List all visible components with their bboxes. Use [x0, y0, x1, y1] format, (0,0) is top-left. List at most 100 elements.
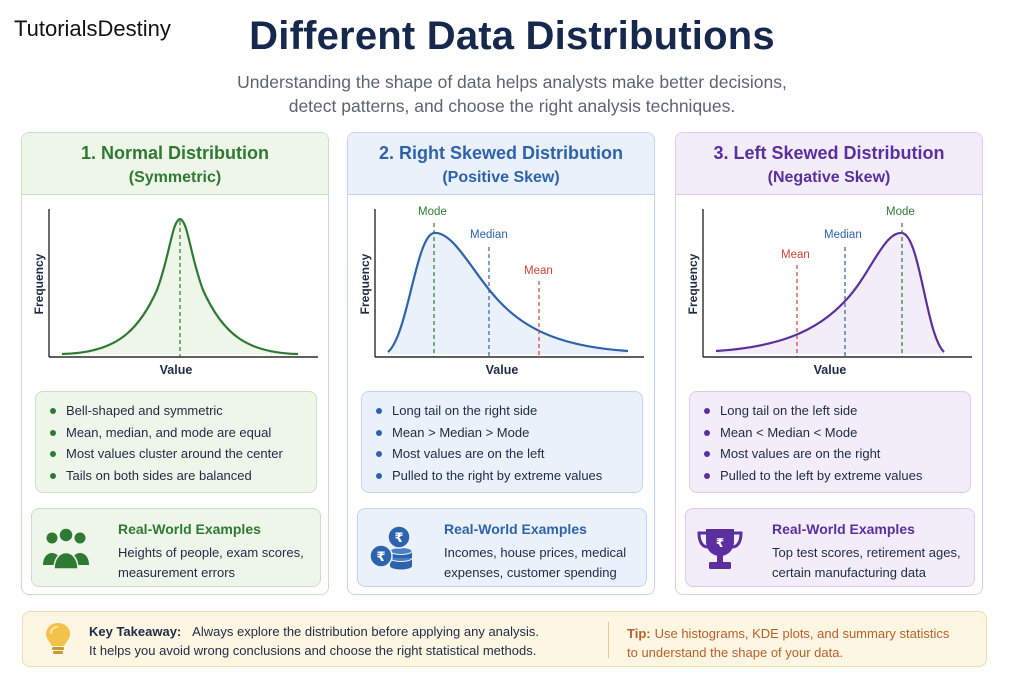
bullet-item: Pulled to the right by extreme values [376, 465, 642, 487]
card-subheading: (Symmetric) [128, 169, 222, 186]
bullet-text: Pulled to the right by extreme values [392, 467, 603, 483]
bullet-dot [704, 408, 710, 414]
distribution-curve [387, 231, 629, 353]
card-subheading: (Positive Skew) [442, 169, 560, 186]
examples-title: Real-World Examples [772, 521, 915, 537]
svg-text:₹: ₹ [394, 531, 403, 546]
card-right-skewed-distribution: 2. Right Skewed Distribution (Positive S… [347, 132, 655, 595]
card-heading: 2. Right Skewed Distribution [378, 143, 624, 163]
characteristics-list: Bell-shaped and symmetric Mean, median, a… [35, 391, 317, 493]
bullet-text: Pulled to the left by extreme values [720, 467, 923, 483]
brand-name: TutorialsDestiny [14, 16, 171, 41]
bullet-text: Long tail on the left side [720, 403, 858, 418]
characteristics-list: Long tail on the right side Mean > Median… [361, 391, 643, 493]
bullet-item: Most values are on the left [376, 443, 642, 465]
y-axis-label: Frequency [686, 253, 700, 315]
bullet-text: Mean, median, and mode are equal [66, 424, 272, 440]
page-title: Different Data Distributions [249, 14, 775, 58]
lightbulb-icon [46, 623, 70, 654]
divider [608, 622, 609, 658]
card-subheading: (Negative Skew) [767, 169, 891, 186]
bullet-item: Long tail on the left side [704, 400, 970, 422]
takeaway-label: Key Takeaway: [89, 624, 182, 639]
key-takeaway-banner: Key Takeaway: Always explore the distrib… [22, 611, 987, 667]
takeaway-text-2: It helps you avoid wrong conclusions and… [89, 643, 537, 658]
card-header: 3. Left Skewed Distribution (Negative Sk… [676, 133, 982, 195]
distribution-plot: Mode Median Mean Frequency Value [348, 195, 654, 389]
bullet-dot [376, 472, 382, 479]
mode-label: Mode [418, 206, 447, 218]
bullet-dot [704, 472, 710, 479]
examples-title: Real-World Examples [118, 521, 261, 537]
mean-label: Mean [781, 249, 810, 261]
bullet-item: Most values are on the right [704, 443, 970, 465]
svg-text:₹: ₹ [716, 536, 724, 550]
median-label: Median [824, 229, 862, 241]
y-axis-label: Frequency [358, 253, 372, 315]
y-axis-label: Frequency [32, 253, 46, 315]
card-header: 1. Normal Distribution (Symmetric) [22, 133, 328, 195]
tip-line-1: Use histograms, KDE plots, and summary s… [654, 626, 950, 641]
distribution-plot: Mean Median Mode Frequency Value [676, 195, 982, 389]
characteristics-list: Long tail on the left side Mean < Median … [689, 391, 971, 493]
bullet-dot [376, 408, 382, 414]
x-axis-label: Value [159, 363, 193, 377]
card-header: 2. Right Skewed Distribution (Positive S… [348, 133, 654, 195]
card-left-skewed-distribution: 3. Left Skewed Distribution (Negative Sk… [675, 132, 983, 595]
card-normal-distribution: 1. Normal Distribution (Symmetric) Frequ… [21, 132, 329, 595]
curve-fill [388, 232, 628, 354]
bullet-text: Most values are on the left [392, 446, 545, 461]
trophy-icon: ₹ [697, 529, 743, 569]
subtitle-line-1: Understanding the shape of data helps an… [237, 72, 787, 92]
takeaway-line-1: Key Takeaway: Always explore the distrib… [89, 624, 539, 639]
examples-title: Real-World Examples [444, 521, 587, 537]
bullet-text: Mean > Median > Mode [392, 424, 530, 440]
rupee-coins-icon: ₹ ₹ [369, 525, 413, 570]
bullet-dot [376, 429, 382, 436]
examples-text: Heights of people, exam scores, measurem… [118, 545, 304, 580]
bullet-dot [50, 408, 56, 414]
card-heading: 1. Normal Distribution [80, 143, 269, 163]
curve-fill [716, 232, 944, 354]
bullet-text: Most values are on the right [720, 446, 881, 461]
bullet-item: Long tail on the right side [376, 400, 642, 422]
bullet-text: Most values cluster around the center [66, 446, 283, 461]
examples-text: Top test scores, retirement ages, certai… [772, 545, 961, 580]
bullet-dot [50, 472, 56, 479]
bullet-dot [376, 451, 382, 457]
x-axis-label: Value [813, 363, 847, 377]
bullet-dot [704, 451, 710, 457]
people-group-icon [43, 527, 89, 570]
bullet-dot [50, 451, 56, 457]
bullet-item: Mean > Median > Mode [376, 422, 642, 444]
examples-text: Incomes, house prices, medical expenses,… [444, 545, 627, 580]
mean-label: Mean [524, 265, 553, 277]
examples-box: Real-World Examples Heights of people, e… [31, 508, 321, 587]
card-heading: 3. Left Skewed Distribution [713, 143, 945, 163]
distribution-plot: Frequency Value [22, 195, 328, 389]
bullet-text: Tails on both sides are balanced [66, 467, 252, 483]
bullet-text: Long tail on the right side [392, 403, 538, 418]
tip-text: Tip: Use histograms, KDE plots, and summa… [627, 624, 949, 662]
x-axis-label: Value [485, 363, 519, 377]
bullet-item: Pulled to the left by extreme values [704, 465, 970, 487]
bullet-dot [50, 429, 56, 436]
svg-text:₹: ₹ [376, 550, 385, 565]
tip-label: Tip: [627, 626, 651, 641]
bullet-dot [704, 429, 710, 436]
median-label: Median [470, 229, 508, 241]
tip-line-2: to understand the shape of your data. [627, 645, 844, 660]
subtitle-line-2: detect patterns, and choose the right an… [288, 96, 736, 116]
distribution-curve [715, 231, 945, 353]
takeaway-text-1: Always explore the distribution before a… [192, 624, 540, 639]
bullet-text: Bell-shaped and symmetric [66, 403, 223, 418]
bullet-text: Mean < Median < Mode [720, 424, 858, 440]
bullet-item: Most values cluster around the center [50, 443, 316, 465]
bullet-item: Bell-shaped and symmetric [50, 400, 316, 422]
examples-box: ₹ Real-World Examples Top test scores, r… [685, 508, 975, 587]
examples-box: ₹ ₹ Real-World Examples Incomes, house p… [357, 508, 647, 587]
bullet-item: Tails on both sides are balanced [50, 465, 316, 487]
mode-label: Mode [886, 206, 915, 218]
bullet-item: Mean < Median < Mode [704, 422, 970, 444]
page-subtitle: Understanding the shape of data helps an… [0, 70, 1024, 118]
